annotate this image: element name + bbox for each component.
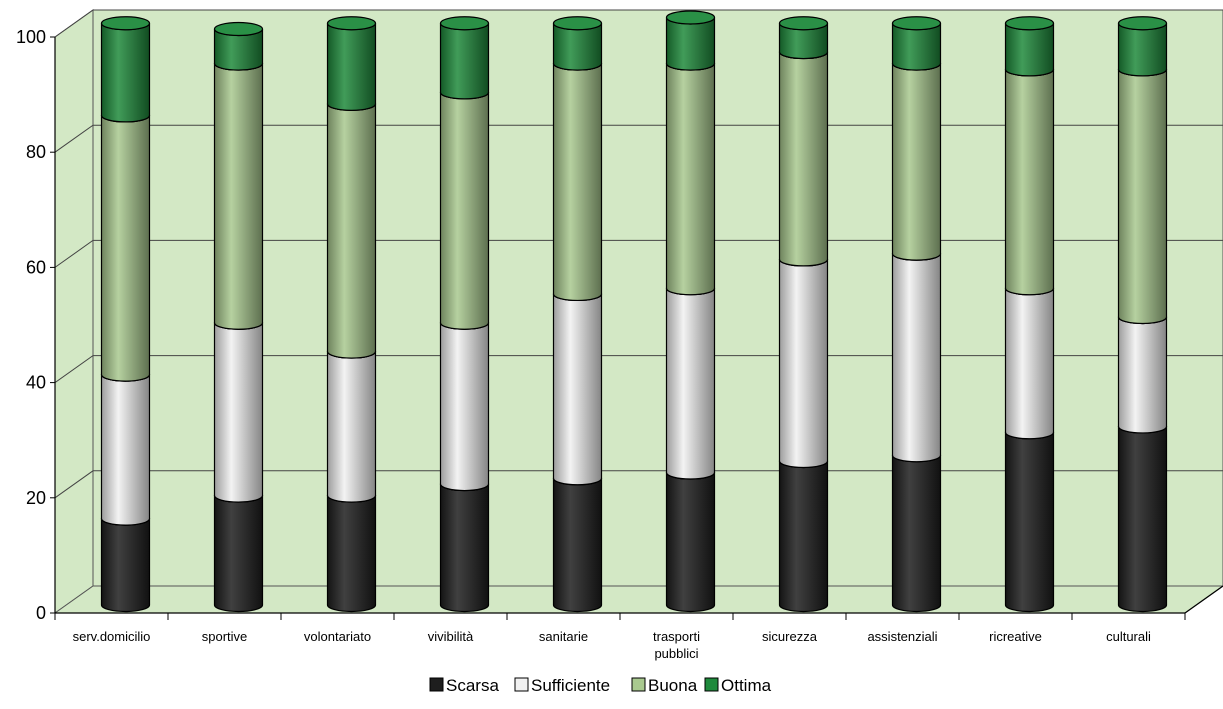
- y-tick-label: 100: [16, 27, 46, 47]
- bar-sufficiente-sicurezza: [778, 259, 829, 469]
- bar-scarsa-trasporti-pubblici: [665, 472, 716, 613]
- gridline: [54, 124, 1223, 153]
- legend-item-buona: Buona: [631, 676, 698, 695]
- y-tick-label: 20: [26, 488, 46, 508]
- bar-ottima-trasporti-pubblici: [665, 17, 716, 71]
- bar-cap-ottima-sanitarie: [552, 16, 603, 31]
- legend-swatch: [631, 677, 646, 692]
- legend-item-sufficiente: Sufficiente: [514, 676, 610, 695]
- bar-ottima-serv-domicilio: [100, 23, 151, 123]
- bar-sufficiente-ricreative: [1004, 288, 1055, 440]
- bar-scarsa-sportive: [213, 495, 264, 613]
- bar-scarsa-sanitarie: [552, 478, 603, 613]
- gridline: [54, 9, 1223, 38]
- bar-sufficiente-sanitarie: [552, 293, 603, 486]
- side-wall: [54, 9, 94, 614]
- bar-scarsa-vivibilita: [439, 483, 490, 613]
- x-tick-label: sportive: [202, 629, 248, 644]
- bar-cap-ottima-serv-domicilio: [100, 16, 151, 31]
- y-axis: 0 20 40 60 80 100: [16, 27, 56, 623]
- bar-buona-culturali: [1117, 69, 1168, 325]
- bar-group-assistenziali: [891, 16, 942, 613]
- bar-scarsa-serv-domicilio: [100, 518, 151, 613]
- bar-ottima-culturali: [1117, 23, 1168, 77]
- bar-cap-ottima-culturali: [1117, 16, 1168, 31]
- bar-ottima-vivibilita: [439, 23, 490, 100]
- floor-right-edge: [1184, 585, 1223, 614]
- bar-buona-volontariato: [326, 103, 377, 359]
- legend-item-ottima: Ottima: [704, 676, 772, 695]
- bar-buona-vivibilita: [439, 92, 490, 330]
- bar-sufficiente-culturali: [1117, 316, 1168, 434]
- x-tick-label: sicurezza: [762, 629, 818, 644]
- bar-group-sportive: [213, 21, 264, 613]
- bar-buona-assistenziali: [891, 63, 942, 261]
- x-tick-label: volontariato: [304, 629, 371, 644]
- bar-buona-sicurezza: [778, 51, 829, 267]
- bar-scarsa-assistenziali: [891, 455, 942, 613]
- legend-item-scarsa: Scarsa: [429, 676, 499, 695]
- legend-swatch: [704, 677, 719, 692]
- bar-group-serv-domicilio: [100, 16, 151, 613]
- gridline: [54, 355, 1223, 384]
- y-tick-label: 80: [26, 142, 46, 162]
- bar-sufficiente-trasporti-pubblici: [665, 288, 716, 480]
- bar-cap-ottima-trasporti-pubblici: [665, 10, 716, 25]
- legend-swatch: [514, 677, 529, 692]
- bar-scarsa-culturali: [1117, 426, 1168, 613]
- gridline: [54, 470, 1223, 499]
- bar-group-sicurezza: [778, 16, 829, 613]
- bar-group-volontariato: [326, 16, 377, 613]
- x-tick-label: assistenziali: [867, 629, 937, 644]
- x-tick-label: serv.domicilio: [73, 629, 151, 644]
- bar-group-vivibilita: [439, 16, 490, 613]
- bar-group-culturali: [1117, 16, 1168, 613]
- gridlines: [54, 9, 1223, 499]
- bar-cap-ottima-sicurezza: [778, 16, 829, 31]
- bar-group-trasporti-pubblici: [665, 10, 716, 613]
- bar-sufficiente-vivibilita: [439, 322, 490, 492]
- y-tick-label: 60: [26, 257, 46, 277]
- bar-buona-sanitarie: [552, 63, 603, 302]
- bar-sufficiente-assistenziali: [891, 253, 942, 463]
- bar-cap-ottima-sportive: [213, 21, 264, 37]
- x-tick-label: ricreative: [989, 629, 1042, 644]
- bar-group-ricreative: [1004, 16, 1055, 613]
- bar-cap-ottima-assistenziali: [891, 16, 942, 31]
- bar-cap-ottima-ricreative: [1004, 16, 1055, 31]
- legend-label: Buona: [648, 676, 698, 695]
- legend-label: Scarsa: [446, 676, 499, 695]
- x-tick-label: sanitarie: [539, 629, 588, 644]
- bars: [100, 10, 1168, 613]
- bar-sufficiente-sportive: [213, 322, 264, 503]
- y-tick-label: 40: [26, 373, 46, 393]
- bar-buona-ricreative: [1004, 69, 1055, 296]
- bar-cap-ottima-vivibilita: [439, 16, 490, 31]
- bar-buona-trasporti-pubblici: [665, 63, 716, 296]
- legend-swatch: [429, 677, 444, 692]
- bar-buona-serv-domicilio: [100, 115, 151, 382]
- bar-sufficiente-serv-domicilio: [100, 374, 151, 526]
- bar-buona-sportive: [213, 63, 264, 330]
- gridline: [54, 239, 1223, 268]
- y-tick-label: 0: [36, 603, 46, 623]
- bar-scarsa-ricreative: [1004, 432, 1055, 613]
- bar-ottima-ricreative: [1004, 23, 1055, 77]
- bar-sufficiente-volontariato: [326, 351, 377, 503]
- x-tick-label: vivibilità: [428, 629, 474, 644]
- x-axis: serv.domicilio sportive volontariato vivibi…: [54, 585, 1223, 661]
- bar-cap-ottima-volontariato: [326, 16, 377, 31]
- bar-ottima-volontariato: [326, 23, 377, 111]
- x-tick-label: culturali: [1106, 629, 1151, 644]
- x-tick-label: trasporti pubblici: [653, 629, 700, 661]
- bar-group-sanitarie: [552, 16, 603, 613]
- legend-label: Sufficiente: [531, 676, 610, 695]
- bar-scarsa-volontariato: [326, 495, 377, 613]
- bar-scarsa-sicurezza: [778, 460, 829, 613]
- legend: Scarsa Sufficiente Buona Ottima: [429, 676, 772, 695]
- legend-label: Ottima: [721, 676, 772, 695]
